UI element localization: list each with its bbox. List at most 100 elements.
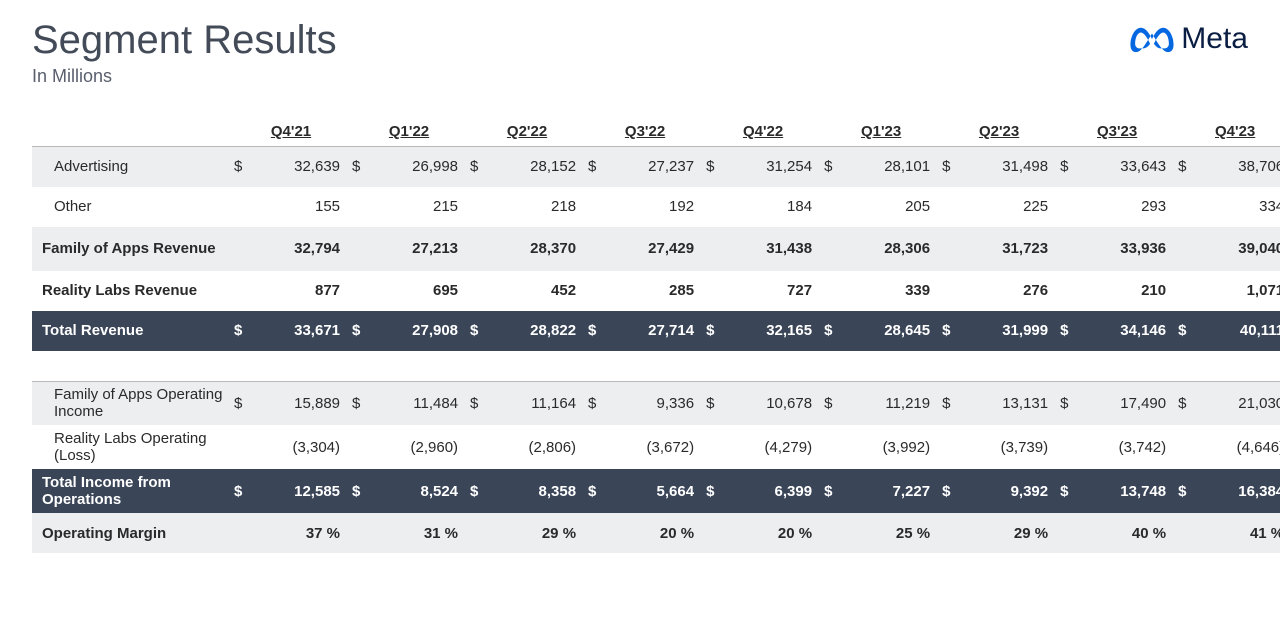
cell-value: 21,030 [1202,381,1280,425]
cell-value: 34,146 [1084,311,1176,351]
cell-value: 29 % [494,513,586,553]
table-row-foa-opinc: Family of Apps Operating Income$15,889$1… [32,381,1280,425]
currency-symbol [822,513,848,553]
currency-symbol: $ [704,311,730,351]
currency-symbol [822,227,848,271]
cell-value: (3,304) [258,425,350,469]
cell-value: 33,671 [258,311,350,351]
cell-value: 339 [848,271,940,311]
currency-symbol: $ [1058,311,1084,351]
currency-symbol [232,425,258,469]
currency-symbol: $ [1058,147,1084,187]
row-label: Reality Labs Operating (Loss) [32,425,232,469]
cell-value: 293 [1084,187,1176,227]
currency-symbol [940,513,966,553]
cell-value: 29 % [966,513,1058,553]
table-row-rl-oploss: Reality Labs Operating (Loss) (3,304) (2,9… [32,425,1280,469]
cell-value: 13,131 [966,381,1058,425]
currency-symbol: $ [586,469,612,513]
currency-symbol: $ [350,311,376,351]
cell-value: 8,524 [376,469,468,513]
currency-symbol: $ [232,469,258,513]
currency-symbol [586,425,612,469]
cell-value: (3,742) [1084,425,1176,469]
cell-value: 28,370 [494,227,586,271]
table-row-total-opinc: Total Income from Operations$12,585$8,52… [32,469,1280,513]
brand-name: Meta [1181,22,1248,56]
cell-value: 8,358 [494,469,586,513]
currency-symbol [232,187,258,227]
currency-symbol [1058,271,1084,311]
column-header: Q3'23 [1058,117,1176,147]
cell-value: 17,490 [1084,381,1176,425]
currency-symbol: $ [468,147,494,187]
cell-value: 27,237 [612,147,704,187]
currency-symbol [1176,513,1202,553]
column-header: Q1'23 [822,117,940,147]
currency-symbol [822,425,848,469]
currency-symbol [1058,227,1084,271]
cell-value: (3,992) [848,425,940,469]
currency-symbol [468,513,494,553]
currency-symbol [1176,227,1202,271]
currency-symbol: $ [822,311,848,351]
cell-value: 184 [730,187,822,227]
currency-symbol [822,271,848,311]
cell-value: 877 [258,271,350,311]
currency-symbol: $ [940,311,966,351]
cell-value: (4,279) [730,425,822,469]
currency-symbol: $ [940,469,966,513]
currency-symbol [586,271,612,311]
currency-symbol [350,227,376,271]
currency-symbol [1176,187,1202,227]
row-label: Advertising [32,147,232,187]
cell-value: 32,794 [258,227,350,271]
currency-symbol: $ [822,147,848,187]
currency-symbol: $ [1176,311,1202,351]
cell-value: 28,152 [494,147,586,187]
currency-symbol: $ [1176,147,1202,187]
currency-symbol [822,187,848,227]
currency-symbol: $ [586,311,612,351]
cell-value: 13,748 [1084,469,1176,513]
cell-value: 27,714 [612,311,704,351]
currency-symbol: $ [1176,381,1202,425]
currency-symbol [1058,425,1084,469]
row-label: Family of Apps Operating Income [32,381,232,425]
cell-value: 27,213 [376,227,468,271]
cell-value: 32,165 [730,311,822,351]
currency-symbol: $ [350,147,376,187]
row-label: Reality Labs Revenue [32,271,232,311]
currency-symbol [468,187,494,227]
currency-symbol: $ [822,469,848,513]
cell-value: 452 [494,271,586,311]
cell-value: 7,227 [848,469,940,513]
currency-symbol [704,227,730,271]
cell-value: 20 % [612,513,704,553]
cell-value: 31 % [376,513,468,553]
currency-symbol [232,513,258,553]
table-header-row: Q4'21Q1'22Q2'22Q3'22Q4'22Q1'23Q2'23Q3'23… [32,117,1280,147]
cell-value: 40 % [1084,513,1176,553]
currency-symbol [940,187,966,227]
currency-symbol [1058,187,1084,227]
cell-value: 32,639 [258,147,350,187]
currency-symbol: $ [350,469,376,513]
column-header: Q3'22 [586,117,704,147]
cell-value: 11,164 [494,381,586,425]
currency-symbol [1058,513,1084,553]
currency-symbol [586,187,612,227]
row-label: Total Income from Operations [32,469,232,513]
cell-value: 1,071 [1202,271,1280,311]
cell-value: (2,960) [376,425,468,469]
currency-symbol [468,227,494,271]
cell-value: 12,585 [258,469,350,513]
cell-value: 31,254 [730,147,822,187]
cell-value: 31,438 [730,227,822,271]
currency-symbol [940,271,966,311]
cell-value: 5,664 [612,469,704,513]
currency-symbol [468,271,494,311]
currency-symbol: $ [704,147,730,187]
cell-value: 38,706 [1202,147,1280,187]
column-header: Q4'23 [1176,117,1280,147]
